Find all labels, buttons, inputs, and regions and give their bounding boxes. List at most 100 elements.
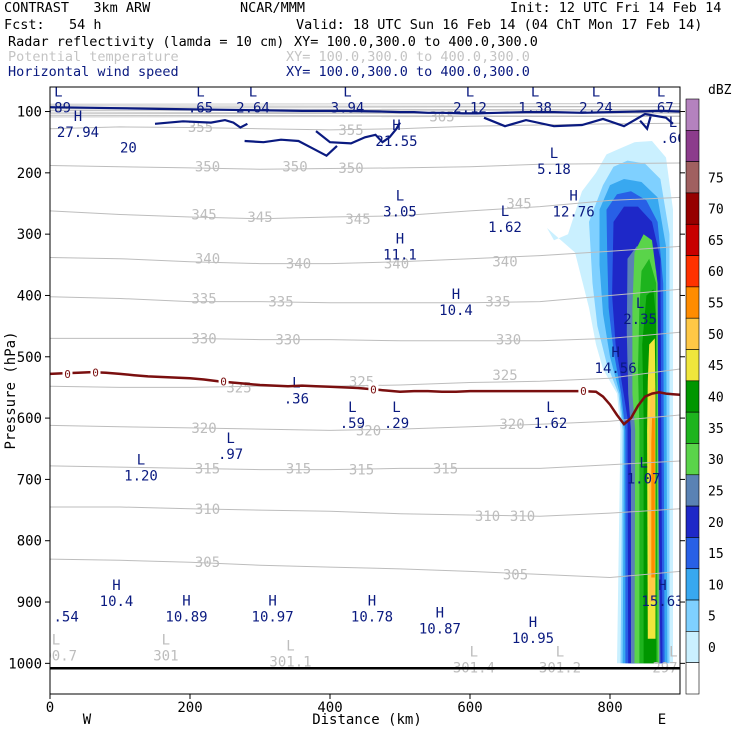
wind-extremum-value: .54 — [54, 609, 79, 625]
wind-speed-contour-20 — [639, 116, 652, 131]
wind-extremum-value: 1.20 — [124, 468, 158, 484]
wind-extremum-symbol: L — [226, 431, 234, 447]
field-xy-wind: XY= 100.0,300.0 to 400.0,300.0 — [286, 64, 530, 80]
colorbar-swatch — [685, 286, 700, 319]
theta-label: 350 — [338, 161, 363, 177]
theta-label: 350 — [195, 160, 220, 176]
colorbar-tick-label: 40 — [708, 391, 724, 406]
theta-min-symbol: L — [286, 638, 294, 654]
y-tick-label: 1000 — [8, 656, 42, 672]
wind-extremum-value: 1.07 — [627, 471, 661, 487]
wind-extremum-value: 21.55 — [375, 134, 417, 150]
wind-extremum-symbol: H — [74, 109, 82, 125]
theta-min-value: 300.7 — [35, 648, 77, 664]
theta-min-symbol: L — [669, 645, 677, 661]
wind-extremum-symbol: L — [636, 296, 644, 312]
freezing-level-label: 0 — [580, 385, 587, 398]
y-tick-label: 100 — [17, 105, 42, 121]
wind-extremum-value: .36 — [284, 392, 309, 408]
wind-speed-contour-20 — [154, 118, 248, 129]
wind-extremum-symbol: H — [452, 287, 460, 303]
wind-extremum-symbol: L — [54, 84, 62, 100]
wind-extremum-symbol: H — [112, 578, 120, 594]
wind-extremum-value: 10.78 — [351, 609, 393, 625]
colorbar-swatch — [685, 98, 700, 131]
freezing-label-bg — [368, 382, 379, 395]
freezing-level-label: 0 — [92, 367, 99, 380]
wind-extremum-value: 1.38 — [518, 100, 552, 116]
wind-extremum-value: 10.97 — [252, 609, 294, 625]
theta-min-symbol: L — [162, 632, 170, 648]
colorbar-swatch — [685, 411, 700, 444]
wind-extremum-value: .65 — [188, 100, 213, 116]
theta-label: 330 — [275, 333, 300, 349]
freezing-level-label: 0 — [64, 368, 71, 381]
wind-extremum-symbol: H — [611, 345, 619, 361]
y-tick-label: 600 — [17, 411, 42, 427]
theta-label: 345 — [506, 196, 531, 212]
theta-contour-315 — [50, 460, 680, 471]
theta-label: 345 — [247, 210, 272, 226]
theta-label: 330 — [496, 333, 521, 349]
theta-contour-335 — [50, 288, 680, 304]
colorbar-tick-label: 30 — [708, 453, 724, 468]
field-xy-reflectivity: XY= 100.0,300.0 to 400.0,300.0 — [294, 34, 538, 50]
colorbar-swatch — [685, 631, 700, 663]
theta-label: 310 — [195, 502, 220, 518]
wind-extremum-symbol: H — [392, 118, 400, 134]
wind-extremum-value: 1.62 — [534, 416, 568, 432]
colorbar-swatch — [685, 662, 700, 695]
colorbar-tick-label: 15 — [708, 547, 724, 562]
theta-label: 310 — [475, 509, 500, 525]
colorbar-tick-label: 75 — [708, 171, 724, 186]
y-tick-label: 900 — [17, 595, 42, 611]
theta-contour-330 — [50, 331, 680, 342]
wind-extremum-value: .29 — [384, 416, 409, 432]
freezing-level-label: 0 — [370, 383, 377, 396]
x-tick-label: 400 — [317, 700, 342, 716]
wind-extremum-value: 3.94 — [331, 100, 365, 116]
y-axis-label: Pressure (hPa) — [3, 331, 19, 449]
theta-label: 325 — [492, 368, 517, 384]
wind-extremum-symbol: L — [639, 455, 647, 471]
x-tick-label: 200 — [177, 700, 202, 716]
colorbar-swatch — [685, 380, 700, 413]
wind-speed-layer: L.89L.65L2.64L3.94L2.12L1.38L2.24L.67H27… — [50, 84, 683, 647]
wind-extremum-symbol: H — [368, 593, 376, 609]
wind-extremum-symbol: L — [392, 400, 400, 416]
colorbar-swatch — [685, 599, 700, 632]
theta-min-symbol: L — [52, 632, 60, 648]
wind-extremum-value: 10.95 — [512, 631, 554, 647]
freezing-label-bg — [218, 374, 229, 387]
colorbar-tick-label: 45 — [708, 359, 724, 374]
wind-extremum-value: 1.62 — [488, 220, 522, 236]
wind-extremum-symbol: H — [569, 189, 577, 205]
theta-label: 340 — [195, 252, 220, 268]
wind-extremum-symbol: L — [196, 84, 204, 100]
wind-extremum-value: 10.4 — [100, 594, 134, 610]
freezing-level-line — [50, 370, 680, 427]
colorbar-swatch — [685, 537, 700, 570]
theta-label: 350 — [282, 160, 307, 176]
wind-extremum-symbol: L — [137, 452, 145, 468]
wind-speed-contour-20 — [315, 122, 401, 145]
wind-extremum-value: 12.76 — [553, 205, 595, 221]
reflectivity-layer — [547, 141, 673, 664]
theta-label: 355 — [188, 120, 213, 136]
model-title: CONTRAST 3km ARW — [4, 0, 151, 16]
wind-extremum-symbol: L — [592, 84, 600, 100]
wind-speed-contour-20 — [244, 138, 338, 158]
colorbar-swatch — [685, 474, 700, 507]
wind-extremum-value: 15.63 — [641, 594, 683, 610]
colorbar-swatch — [685, 130, 700, 162]
freezing-level-layer: 0 0 0 0 0 — [50, 365, 680, 427]
x-endpoint-east: E — [658, 712, 666, 728]
theta-upper-contour — [50, 105, 680, 107]
wind-extremum-symbol: H — [182, 593, 190, 609]
colorbar-tick-label: 10 — [708, 578, 724, 593]
wind-extremum-symbol: H — [396, 232, 404, 248]
theta-label: 315 — [349, 463, 374, 479]
